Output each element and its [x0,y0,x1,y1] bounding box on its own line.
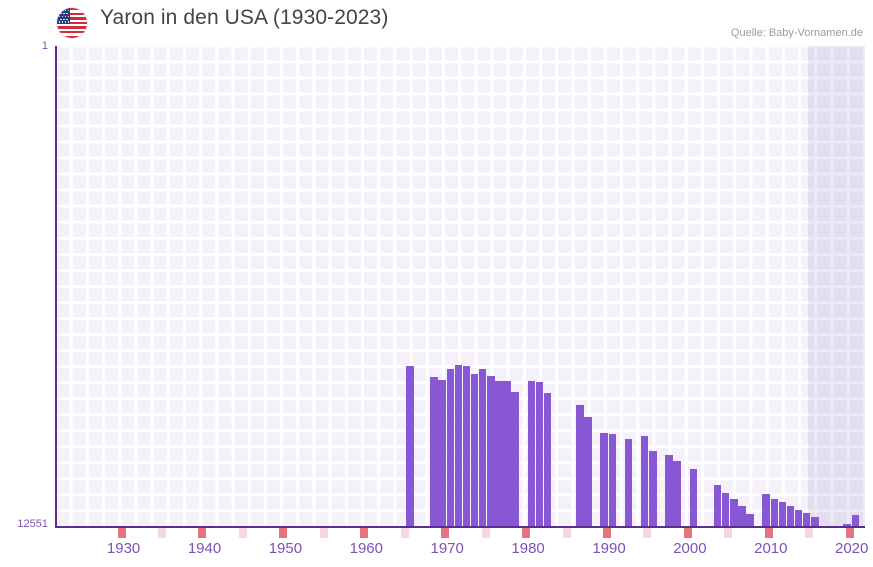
bar-1968[interactable] [430,377,438,527]
x-tick-label-1950: 1950 [268,540,303,557]
x-tick-label-1970: 1970 [430,540,464,557]
y-axis-line [55,46,57,527]
x-tick-major-marker-1980 [522,528,530,538]
bar-1973[interactable] [470,374,479,527]
x-tick-major-marker-1990 [602,528,611,538]
plot-area [55,46,865,527]
bar-2015[interactable] [811,517,819,527]
bar-1974[interactable] [478,369,487,527]
x-tick-major-marker-1970 [441,528,450,538]
bar-1982[interactable] [543,393,552,527]
x-tick-minor-marker [562,528,571,538]
bar-1986[interactable] [576,405,584,527]
bar-2004[interactable] [721,493,730,527]
bar-1981[interactable] [535,382,544,527]
bar-1990[interactable] [608,434,617,527]
bar-2020[interactable] [851,515,860,527]
bar-1969[interactable] [438,380,446,527]
bar-1965[interactable] [406,366,414,527]
bar-2012[interactable] [786,506,795,527]
future-period-shading [808,46,865,527]
x-tick-minor-marker [319,528,328,538]
x-tick-major-marker-1940 [198,528,207,538]
bar-1971[interactable] [454,365,463,527]
bar-2000[interactable] [689,469,698,527]
bar-2010[interactable] [770,499,779,527]
x-tick-minor-marker [724,528,733,538]
bar-1970[interactable] [446,369,455,527]
y-axis-bottom-label: 12551 [17,518,48,530]
bar-1977[interactable] [503,381,511,527]
bar-2011[interactable] [778,502,787,527]
bar-1992[interactable] [624,439,633,527]
bar-2014[interactable] [802,513,811,527]
bar-2003[interactable] [713,485,722,527]
bar-2005[interactable] [730,499,738,527]
bar-1997[interactable] [665,455,673,527]
x-tick-minor-marker [238,528,247,538]
us-flag-icon [57,8,87,38]
x-tick-major-marker-1930 [117,528,126,538]
x-tick-minor-marker [481,528,490,538]
x-tick-minor-marker [805,528,814,538]
x-tick-minor-marker [643,528,652,538]
x-tick-label-1980: 1980 [511,540,545,557]
bar-1989[interactable] [600,433,608,527]
bar-1978[interactable] [511,392,519,527]
x-tick-label-1960: 1960 [349,540,383,557]
bar-1998[interactable] [673,461,681,527]
x-tick-major-marker-1960 [360,528,369,538]
bar-1980[interactable] [527,381,536,527]
x-tick-major-marker-2020 [845,528,854,538]
x-tick-minor-marker [158,528,166,538]
flag-stripes [57,8,87,38]
bar-2006[interactable] [738,506,746,527]
bar-2007[interactable] [746,514,754,527]
bar-1976[interactable] [495,381,503,527]
x-axis-line [55,526,865,528]
x-tick-label-1940: 1940 [187,540,222,557]
bar-1995[interactable] [649,451,657,527]
x-tick-label-1930: 1930 [106,540,141,557]
bar-series [55,46,865,527]
bar-1972[interactable] [462,366,471,527]
bar-1994[interactable] [640,436,649,527]
bar-1987[interactable] [584,417,592,527]
x-tick-label-2020: 2020 [835,540,869,557]
x-tick-label-2010: 2010 [754,540,788,557]
x-tick-minor-marker [400,528,409,538]
x-tick-marker-band [55,528,865,538]
bar-2013[interactable] [794,510,803,527]
y-axis-top-label: 1 [41,40,48,52]
x-tick-major-marker-1950 [279,528,288,538]
x-tick-label-1990: 1990 [592,540,626,557]
bar-2019[interactable] [843,524,851,527]
flag-canton [57,8,70,25]
page-title: Yaron in den USA (1930-2023) [100,6,389,29]
x-tick-major-marker-2000 [683,528,692,538]
source-attribution: Quelle: Baby-Vornamen.de [730,27,863,39]
bar-2009[interactable] [762,494,770,527]
chart-header: Yaron in den USA (1930-2023) Quelle: Bab… [0,0,873,46]
bar-1975[interactable] [487,376,495,527]
x-tick-major-marker-2010 [764,528,773,538]
x-tick-label-2000: 2000 [673,540,707,557]
